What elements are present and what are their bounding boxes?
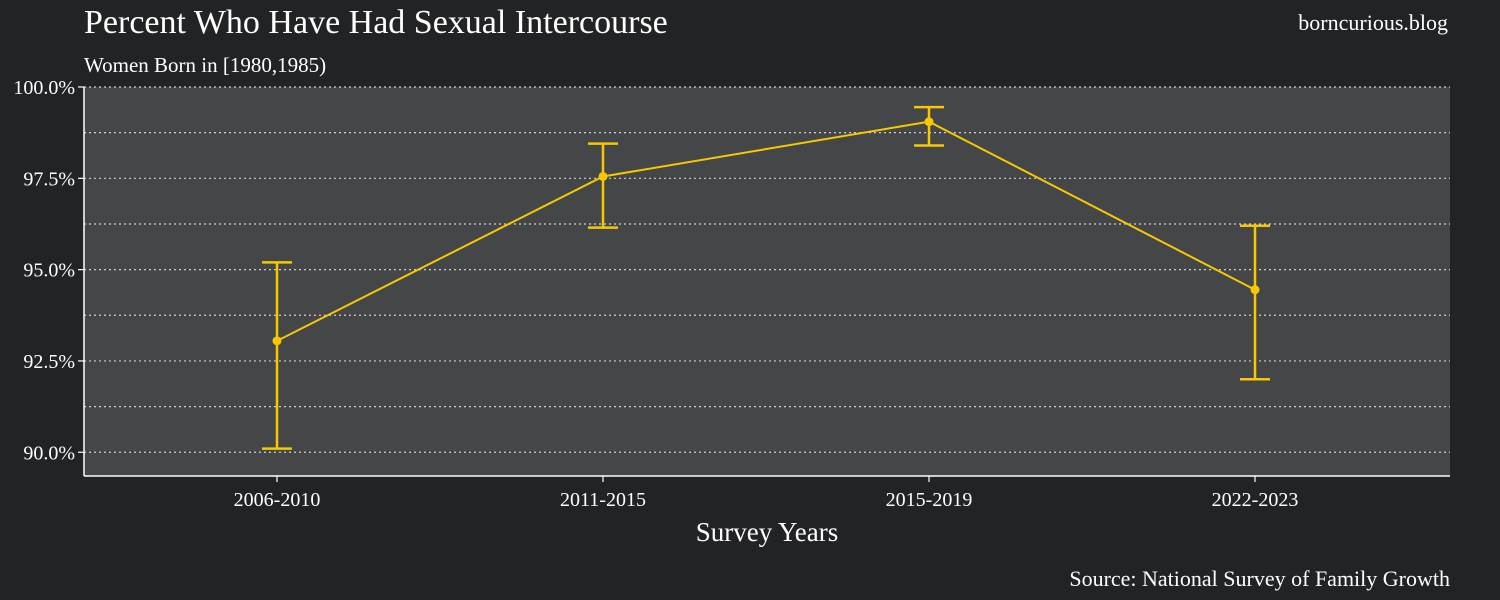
data-point [272,336,282,346]
data-point [1250,285,1260,295]
plot-area [84,87,1450,476]
y-tick-label: 90.0% [23,442,75,464]
data-point [598,171,608,181]
brand-label: borncurious.blog [1298,10,1448,35]
x-tick-label: 2011-2015 [560,489,646,511]
source-caption: Source: National Survey of Family Growth [1069,566,1450,591]
x-tick-label: 2022-2023 [1212,489,1299,511]
y-tick-label: 100.0% [13,77,75,99]
series-line [276,120,1256,342]
data-series [262,105,1270,450]
data-point [924,117,934,127]
y-tick-label: 92.5% [23,351,75,373]
y-tick-label: 95.0% [23,260,75,282]
chart-subtitle: Women Born in [1980,1985) [84,53,327,77]
x-tick-label: 2015-2019 [886,489,973,511]
axes: 90.0% 92.5% 95.0% 97.5% 100.0% 2006-2010 2011-… [13,77,1450,511]
x-axis-label: Survey Years [696,517,839,547]
y-tick-label: 97.5% [23,168,75,190]
x-tick-label: 2006-2010 [234,489,321,511]
chart-title: Percent Who Have Had Sexual Intercourse [84,4,668,41]
